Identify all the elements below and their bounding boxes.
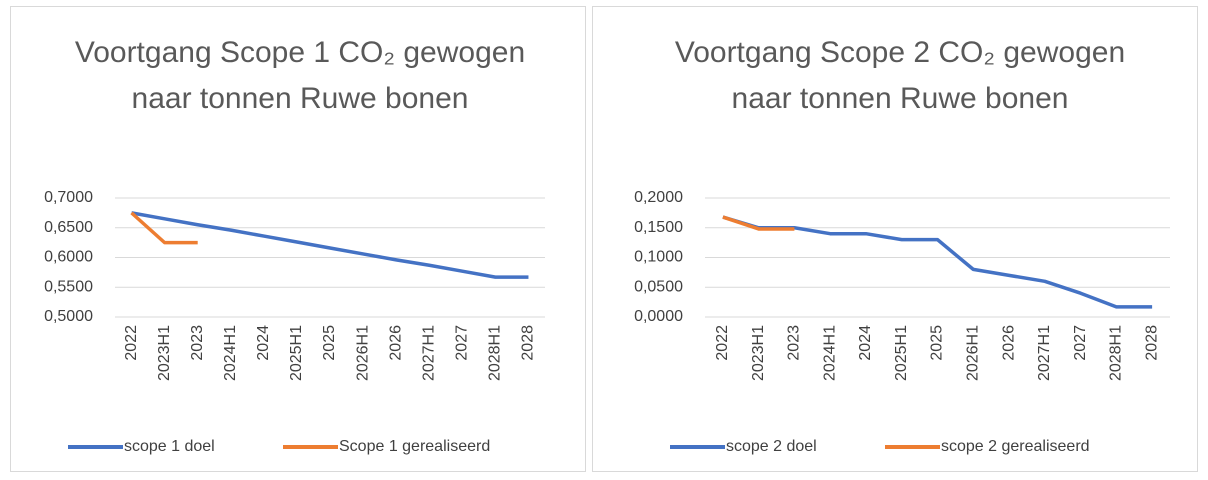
x-tick-label: 2027H1 xyxy=(1036,325,1053,381)
chart-panel xyxy=(10,6,586,472)
x-tick-label: 2025H1 xyxy=(288,325,305,381)
y-tick-label: 0,6000 xyxy=(44,249,93,266)
x-tick-label: 2024 xyxy=(255,325,272,361)
y-tick-label: 0,5000 xyxy=(44,308,93,325)
x-tick-label: 2025H1 xyxy=(893,325,910,381)
legend-label: scope 2 doel xyxy=(726,438,817,455)
y-tick-label: 0,2000 xyxy=(634,189,683,206)
x-tick-label: 2023H1 xyxy=(750,325,767,381)
x-tick-label: 2027 xyxy=(454,325,471,361)
chart-panel xyxy=(592,6,1198,472)
x-tick-label: 2026H1 xyxy=(964,325,981,381)
x-tick-label: 2026 xyxy=(1000,325,1017,361)
y-tick-label: 0,1000 xyxy=(634,249,683,266)
x-tick-label: 2026H1 xyxy=(354,325,371,381)
x-tick-label: 2023 xyxy=(189,325,206,361)
series-line xyxy=(722,215,795,231)
x-tick-label: 2028H1 xyxy=(1108,325,1125,381)
legend-label: scope 1 doel xyxy=(124,438,215,455)
x-tick-label: 2024H1 xyxy=(821,325,838,381)
x-tick-label: 2023H1 xyxy=(156,325,173,381)
x-tick-label: 2027H1 xyxy=(420,325,437,381)
y-tick-label: 0,6500 xyxy=(44,219,93,236)
y-tick-label: 0,1500 xyxy=(634,219,683,236)
x-tick-label: 2024 xyxy=(857,325,874,361)
y-tick-label: 0,5500 xyxy=(44,278,93,295)
x-tick-label: 2027 xyxy=(1072,325,1089,361)
x-tick-label: 2022 xyxy=(123,325,140,361)
legend-label: Scope 1 gerealiseerd xyxy=(339,438,490,455)
x-tick-label: 2028 xyxy=(1143,325,1160,361)
x-tick-label: 2025 xyxy=(321,325,338,361)
y-tick-label: 0,0500 xyxy=(634,278,683,295)
chart-title: Voortgang Scope 2 CO₂ gewogen naar tonne… xyxy=(674,36,1126,115)
x-tick-label: 2028H1 xyxy=(487,325,504,381)
x-tick-label: 2023 xyxy=(786,325,803,361)
y-tick-label: 0,0000 xyxy=(634,308,683,325)
x-tick-label: 2022 xyxy=(714,325,731,361)
x-tick-label: 2025 xyxy=(929,325,946,361)
legend-label: scope 2 gerealiseerd xyxy=(941,438,1090,455)
series-line xyxy=(131,211,529,279)
x-tick-label: 2028 xyxy=(520,325,537,361)
y-tick-label: 0,7000 xyxy=(44,189,93,206)
x-tick-label: 2026 xyxy=(387,325,404,361)
series-line xyxy=(130,211,198,245)
chart-title: Voortgang Scope 1 CO₂ gewogen naar tonne… xyxy=(74,36,526,115)
x-tick-label: 2024H1 xyxy=(222,325,239,381)
